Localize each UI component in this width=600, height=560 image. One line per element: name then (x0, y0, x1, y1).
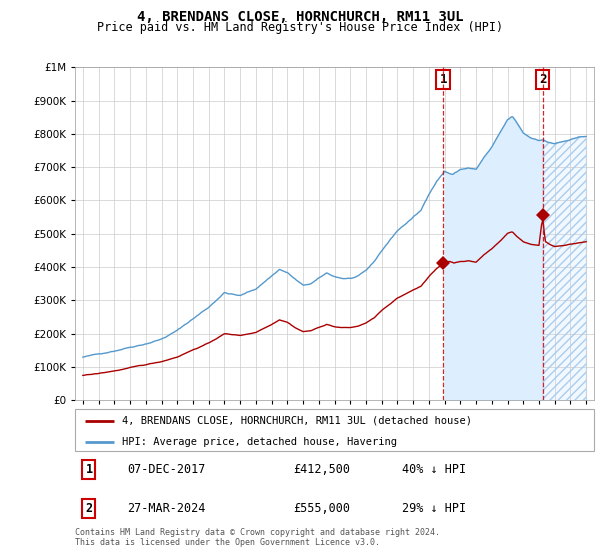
Text: 07-DEC-2017: 07-DEC-2017 (127, 463, 205, 476)
Text: 29% ↓ HPI: 29% ↓ HPI (402, 502, 466, 515)
Text: Contains HM Land Registry data © Crown copyright and database right 2024.
This d: Contains HM Land Registry data © Crown c… (75, 528, 440, 547)
Text: 4, BRENDANS CLOSE, HORNCHURCH, RM11 3UL: 4, BRENDANS CLOSE, HORNCHURCH, RM11 3UL (137, 10, 463, 24)
Text: 4, BRENDANS CLOSE, HORNCHURCH, RM11 3UL (detached house): 4, BRENDANS CLOSE, HORNCHURCH, RM11 3UL … (122, 416, 472, 426)
Text: 2: 2 (539, 73, 547, 86)
Text: 27-MAR-2024: 27-MAR-2024 (127, 502, 205, 515)
Text: 40% ↓ HPI: 40% ↓ HPI (402, 463, 466, 476)
FancyBboxPatch shape (75, 409, 594, 451)
Text: HPI: Average price, detached house, Havering: HPI: Average price, detached house, Have… (122, 437, 397, 446)
Text: £555,000: £555,000 (293, 502, 350, 515)
Text: 2: 2 (85, 502, 92, 515)
Text: £412,500: £412,500 (293, 463, 350, 476)
Text: 1: 1 (85, 463, 92, 476)
Text: 1: 1 (440, 73, 447, 86)
Text: Price paid vs. HM Land Registry's House Price Index (HPI): Price paid vs. HM Land Registry's House … (97, 21, 503, 34)
